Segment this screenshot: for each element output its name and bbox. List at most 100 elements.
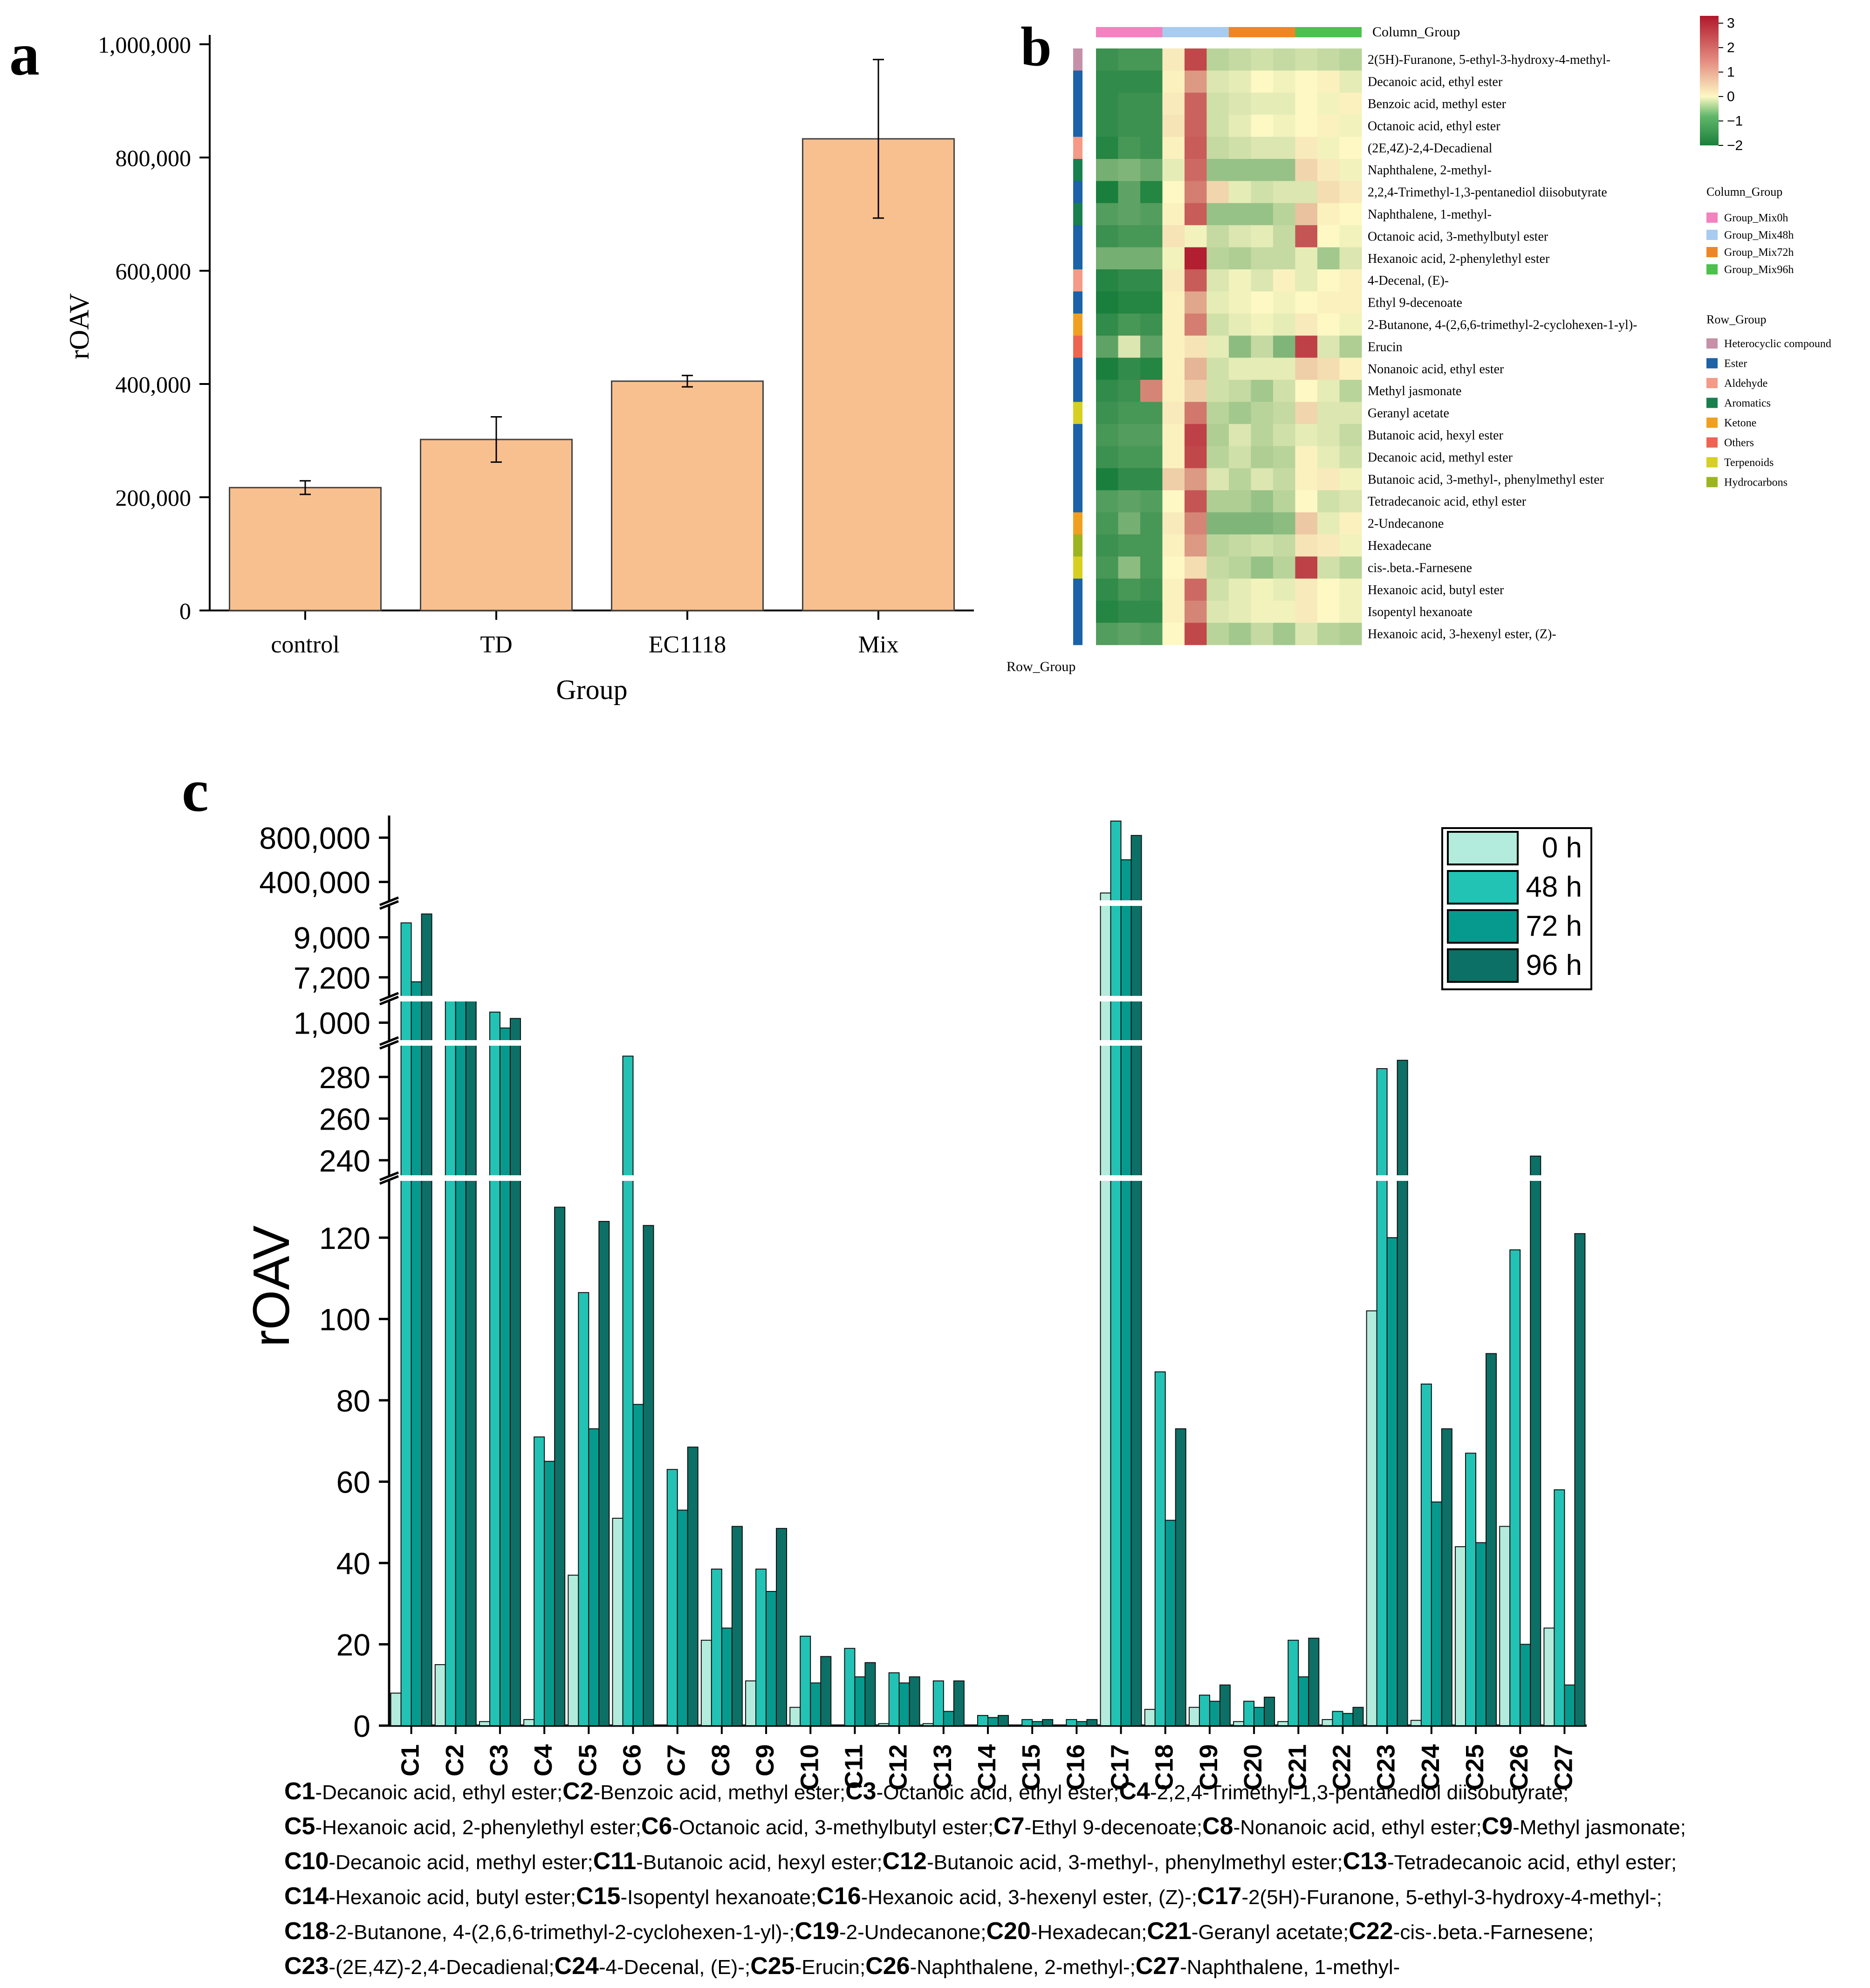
heatmap-cell bbox=[1251, 512, 1274, 535]
panel-c-legend-label: 72 h bbox=[1526, 910, 1582, 942]
panel-c-xtick-label: C6 bbox=[618, 1744, 646, 1776]
heatmap-cell bbox=[1273, 313, 1295, 336]
panel-c-bar-C2-0h bbox=[434, 1664, 446, 1726]
heatmap-cell bbox=[1317, 402, 1340, 425]
row-group-marker bbox=[1073, 225, 1082, 248]
heatmap-cell bbox=[1295, 159, 1318, 181]
heatmap-cell bbox=[1118, 137, 1141, 159]
heatmap-cell bbox=[1339, 468, 1362, 491]
heatmap-cell bbox=[1229, 313, 1251, 336]
heatmap-cell bbox=[1118, 291, 1141, 314]
heatmap-cell bbox=[1229, 92, 1251, 115]
heatmap-cell bbox=[1096, 578, 1118, 601]
compound-legend-name: -Ethyl 9-decenoate; bbox=[1024, 1816, 1203, 1839]
heatmap-cell bbox=[1273, 115, 1295, 137]
panel-c-bar-C19-0h bbox=[1188, 1707, 1200, 1727]
heatmap-row-label: Decanoic acid, methyl ester bbox=[1368, 450, 1513, 465]
heatmap-cell bbox=[1185, 490, 1207, 513]
heatmap-cell bbox=[1317, 159, 1340, 181]
heatmap-cell bbox=[1206, 70, 1229, 93]
row-legend-label: Aldehyde bbox=[1724, 377, 1767, 390]
heatmap-cell bbox=[1295, 556, 1318, 579]
heatmap-cell bbox=[1118, 115, 1141, 137]
heatmap-cell bbox=[1185, 247, 1207, 270]
heatmap-cell bbox=[1206, 92, 1229, 115]
heatmap-cell bbox=[1229, 424, 1251, 446]
compound-legend-id: C17 bbox=[1197, 1883, 1242, 1910]
row-legend-title: Row_Group bbox=[1706, 313, 1767, 326]
row-group-marker bbox=[1073, 468, 1082, 491]
heatmap-cell bbox=[1229, 357, 1251, 380]
panel-a-xtick-label: EC1118 bbox=[649, 631, 726, 658]
heatmap-cell bbox=[1096, 601, 1118, 623]
panel-c-bar-C8-48h bbox=[711, 1569, 722, 1726]
column-legend-label: Group_Mix72h bbox=[1724, 247, 1794, 259]
row-group-marker bbox=[1073, 203, 1082, 226]
panel-c-bar-C22-0h bbox=[1322, 1719, 1333, 1727]
row-legend-label: Terpenoids bbox=[1724, 457, 1774, 469]
colorbar-tick-label: 3 bbox=[1727, 16, 1735, 31]
panel-c-bar-C26-0h bbox=[1499, 1526, 1511, 1727]
heatmap-cell bbox=[1096, 92, 1118, 115]
compound-legend-name: -Naphthalene, 2-methyl-; bbox=[910, 1956, 1136, 1979]
compound-legend-name: -(2E,4Z)-2,4-Decadienal; bbox=[329, 1956, 555, 1979]
heatmap-cell bbox=[1185, 402, 1207, 425]
heatmap-cell bbox=[1118, 578, 1141, 601]
panel-a-bar-control bbox=[229, 487, 382, 611]
compound-legend-item: C23-(2E,4Z)-2,4-Decadienal; bbox=[284, 1953, 555, 1980]
heatmap-cell bbox=[1317, 269, 1340, 292]
row-legend-label: Hydrocarbons bbox=[1724, 477, 1788, 489]
compound-legend-name: -2,2,4-Trimethyl-1,3-pentanediol diisobu… bbox=[1150, 1781, 1569, 1804]
axis-break-gap bbox=[375, 1175, 1591, 1181]
compound-legend-id: C7 bbox=[993, 1813, 1025, 1840]
panel-c-legend-swatch bbox=[1447, 948, 1519, 983]
heatmap-cell bbox=[1140, 159, 1163, 181]
heatmap-cell bbox=[1339, 556, 1362, 579]
heatmap-cell bbox=[1339, 601, 1362, 623]
heatmap-cell bbox=[1118, 336, 1141, 358]
panel-c-bar-C12-72h bbox=[898, 1682, 910, 1726]
panel-c-bar-C1-72h bbox=[411, 981, 422, 1726]
heatmap-cell bbox=[1295, 70, 1318, 93]
panel-c-bar-C4-96h bbox=[554, 1207, 566, 1726]
compound-legend-item: C4-2,2,4-Trimethyl-1,3-pentanediol diiso… bbox=[1119, 1778, 1569, 1805]
compound-legend-item: C24-4-Decenal, (E)-; bbox=[555, 1953, 751, 1980]
heatmap-row-label: Hexanoic acid, 3-hexenyl ester, (Z)- bbox=[1368, 627, 1556, 642]
colorbar-tick-label: 0 bbox=[1727, 89, 1735, 104]
row-group-marker bbox=[1073, 247, 1082, 270]
compound-legend-item: C9-Methyl jasmonate; bbox=[1482, 1813, 1686, 1840]
heatmap-cell bbox=[1295, 313, 1318, 336]
panel-c-ytick-label: 1,000 bbox=[294, 1006, 370, 1041]
row-group-marker bbox=[1073, 534, 1082, 557]
compound-legend-id: C14 bbox=[284, 1883, 329, 1910]
heatmap-cell bbox=[1118, 203, 1141, 226]
compound-legend-item: C6-Octanoic acid, 3-methylbutyl ester; bbox=[641, 1813, 993, 1840]
compound-legend-name: -Benzoic acid, methyl ester; bbox=[593, 1781, 846, 1804]
panel-c-bar-C23-72h bbox=[1386, 1237, 1398, 1726]
row-group-marker bbox=[1073, 159, 1082, 181]
panel-label-c: c bbox=[182, 757, 209, 824]
compound-legend-item: C5-Hexanoic acid, 2-phenylethyl ester; bbox=[284, 1813, 641, 1840]
heatmap-cell bbox=[1251, 578, 1274, 601]
panel-c-bar-C23-0h bbox=[1366, 1310, 1377, 1726]
heatmap-cell bbox=[1185, 92, 1207, 115]
heatmap-cell bbox=[1339, 578, 1362, 601]
panel-c-bar-C9-72h bbox=[766, 1591, 777, 1726]
compound-legend-item: C16-Hexanoic acid, 3-hexenyl ester, (Z)-… bbox=[816, 1883, 1197, 1910]
heatmap-cell bbox=[1251, 203, 1274, 226]
heatmap-cell bbox=[1339, 92, 1362, 115]
heatmap-row-label: (2E,4Z)-2,4-Decadienal bbox=[1368, 141, 1493, 156]
heatmap-cell bbox=[1185, 137, 1207, 159]
panel-c-ytick-label: 240 bbox=[319, 1144, 370, 1178]
row-legend-label: Heterocyclic compound bbox=[1724, 338, 1831, 350]
panel-c-bar-C3-72h bbox=[499, 1027, 511, 1727]
heatmap-row-label: Ethyl 9-decenoate bbox=[1368, 296, 1462, 310]
heatmap-cell bbox=[1229, 269, 1251, 292]
heatmap-cell bbox=[1206, 313, 1229, 336]
panel-c-bar-C18-96h bbox=[1175, 1428, 1186, 1726]
heatmap-cell bbox=[1273, 380, 1295, 402]
heatmap-cell bbox=[1229, 137, 1251, 159]
panel-c-xtick-label: C3 bbox=[485, 1744, 513, 1776]
heatmap-cell bbox=[1185, 336, 1207, 358]
heatmap-cell bbox=[1162, 468, 1185, 491]
